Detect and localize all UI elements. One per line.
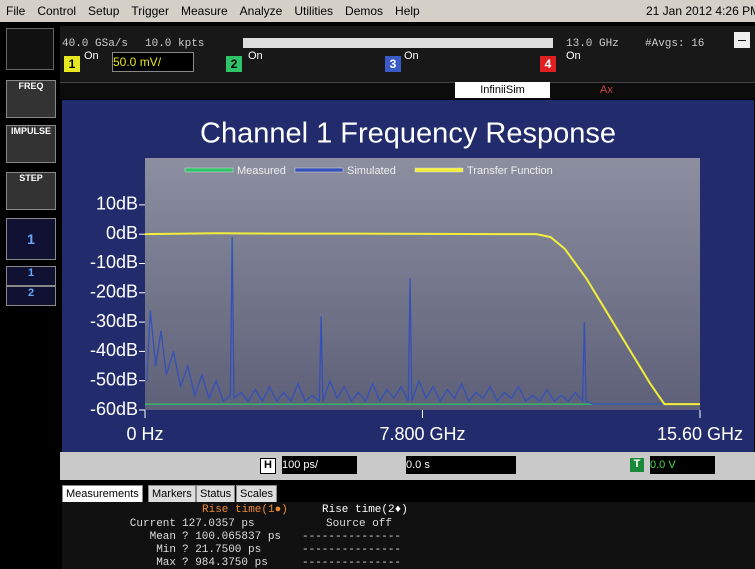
measurement-value: Source off xyxy=(326,518,393,530)
measurement-value: ? 100.065837 ps xyxy=(182,531,282,543)
minimize-button[interactable]: – xyxy=(734,32,750,48)
y-tick-label: -20dB xyxy=(90,282,138,302)
infiniisim-tab[interactable]: InfiniiSim xyxy=(455,82,550,98)
y-tick-label: -50dB xyxy=(90,369,138,389)
sample-rate: 40.0 GSa/s xyxy=(62,38,129,50)
channel-badge[interactable]: 3 xyxy=(385,56,401,72)
measurement-value: --------------- xyxy=(302,557,402,569)
freq-button[interactable]: FREQ xyxy=(6,80,56,118)
measurement-value: --------------- xyxy=(302,544,402,556)
menu-item[interactable]: File xyxy=(6,4,26,18)
measurement-value: --------------- xyxy=(302,531,402,543)
row-label: Min xyxy=(156,544,176,556)
channel-badge[interactable]: 4 xyxy=(540,56,556,72)
x-tick-label: 15.60 GHz xyxy=(657,424,743,444)
step-button[interactable]: STEP xyxy=(6,172,56,210)
measurement-value: 127.0357 ps xyxy=(182,518,255,530)
row-label: Mean xyxy=(149,531,176,543)
channel-state: On xyxy=(404,50,419,62)
delay[interactable]: 0.0 s xyxy=(406,456,516,474)
channel-badge[interactable]: 2 xyxy=(226,56,242,72)
y-tick-label: 10dB xyxy=(96,194,138,214)
y-tick-label: -40dB xyxy=(90,340,138,360)
menu-item[interactable]: Trigger xyxy=(131,4,169,18)
channel-state: On xyxy=(84,50,99,62)
series-line xyxy=(144,232,700,406)
measurement-value: ? 984.3750 ps xyxy=(182,557,268,569)
thumbnail[interactable] xyxy=(6,28,54,70)
menu-item[interactable]: Measure xyxy=(180,4,228,18)
tab[interactable]: Scales xyxy=(236,485,278,503)
row-label: Current xyxy=(129,518,177,530)
ax-label: Ax xyxy=(600,84,613,96)
channel-state: On xyxy=(566,50,581,62)
timebase[interactable]: 100 ps/ xyxy=(282,456,357,474)
impulse-button[interactable]: IMPULSE xyxy=(6,125,56,163)
tab[interactable]: Markers xyxy=(148,485,196,503)
channel-state: On xyxy=(248,50,263,62)
series-line xyxy=(146,237,700,405)
y-tick-label: -60dB xyxy=(90,399,138,419)
toolbar: H 100 ps/ 0.0 s T 0.0 V xyxy=(60,452,755,480)
menu-item[interactable]: Demos xyxy=(345,4,384,18)
t-button[interactable]: T xyxy=(630,458,644,472)
datetime: 21 Jan 2012 4:26 PM xyxy=(646,4,755,18)
channel-scale[interactable]: 50.0 mV/ xyxy=(112,52,194,72)
averages: #Avgs: 16 xyxy=(645,38,705,50)
tab[interactable]: Status xyxy=(196,485,236,503)
legend-label: Transfer Function xyxy=(467,165,553,177)
y-tick-label: 0dB xyxy=(106,223,138,243)
bandwidth: 13.0 GHz xyxy=(566,38,619,50)
menu-item[interactable]: Control xyxy=(37,4,77,18)
channel-1-button[interactable]: 1 xyxy=(6,218,56,260)
measurement-header: Rise time(2♦) xyxy=(322,504,408,516)
measurement-header: Rise time(1●) xyxy=(202,504,288,516)
menu-bar: File Control Setup Trigger Measure Analyze Uti… xyxy=(0,0,755,22)
measurement-value: ? 21.7500 ps xyxy=(182,544,262,556)
h-button[interactable]: H xyxy=(260,458,276,474)
chart: Channel 1 Frequency Response 10dB 0dB -10d… xyxy=(62,100,754,452)
x-tick-label: 7.800 GHz xyxy=(379,424,465,444)
menu-item[interactable]: Analyze xyxy=(239,4,283,18)
math-2-button[interactable]: 2 xyxy=(6,286,56,306)
legend-label: Measured xyxy=(237,165,286,177)
math-1-button[interactable]: 1 xyxy=(6,266,56,286)
time-ruler xyxy=(60,82,755,99)
legend-label: Simulated xyxy=(347,165,396,177)
plot-area xyxy=(145,158,700,410)
x-tick-label: 0 Hz xyxy=(126,424,163,444)
y-tick-label: -30dB xyxy=(90,311,138,331)
menu-item[interactable]: Setup xyxy=(88,4,120,18)
legend-swatch xyxy=(294,167,344,173)
legend-swatch xyxy=(414,167,464,173)
channel-badge[interactable]: 1 xyxy=(64,56,80,72)
trigger-level[interactable]: 0.0 V xyxy=(650,456,715,474)
legend-swatch xyxy=(184,167,234,173)
y-tick-label: -10dB xyxy=(90,252,138,272)
slider[interactable] xyxy=(243,38,553,48)
menu-item[interactable]: Help xyxy=(395,4,420,18)
menu-item[interactable]: Utilities xyxy=(294,4,334,18)
chart-title: Channel 1 Frequency Response xyxy=(200,118,616,150)
points: 10.0 kpts xyxy=(145,38,205,50)
tab[interactable]: Measurements xyxy=(62,485,143,503)
measurements-panel: Rise time(1●) Rise time(2♦) Current 127.035… xyxy=(62,502,755,569)
row-label: Max xyxy=(156,557,176,569)
